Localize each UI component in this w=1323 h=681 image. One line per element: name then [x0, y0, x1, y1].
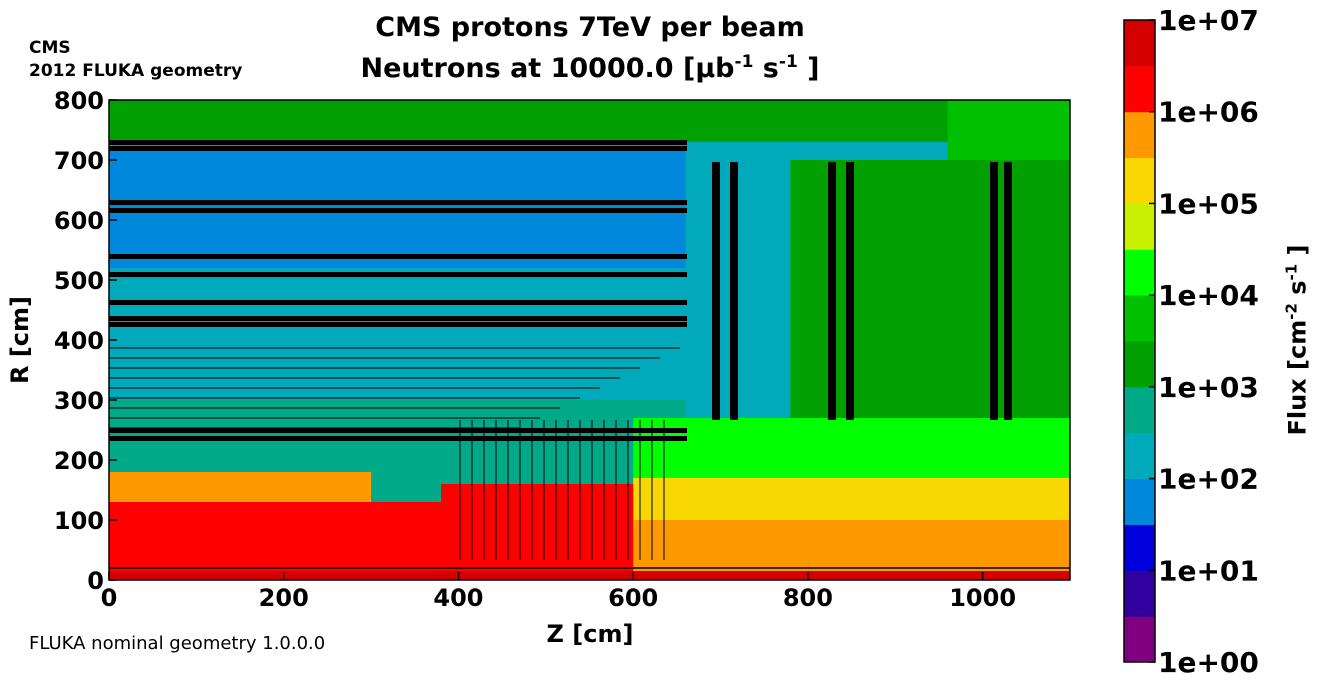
colorbar-segment: [1124, 203, 1155, 250]
colorbar-label-mid: s: [1283, 280, 1312, 304]
colorbar-segment: [1124, 157, 1155, 204]
colorbar-label-exp1: -2: [1282, 303, 1301, 320]
y-tick-label: 100: [54, 507, 104, 535]
colorbar-frame: [1123, 19, 1156, 663]
subtitle-exp1: -1: [734, 52, 754, 72]
endcap-disk: [730, 162, 738, 420]
yoke-layer: [109, 428, 687, 433]
yoke-layer: [109, 140, 687, 145]
geometry-note: 2012 FLUKA geometry: [29, 61, 243, 81]
colorbar-tick-label: 1e+06: [1158, 96, 1259, 129]
x-tick-label: 200: [259, 584, 309, 612]
colorbar-segment: [1124, 111, 1155, 159]
colorbar-tick-label: 1e+04: [1158, 279, 1259, 312]
colorbar-segment: [1124, 616, 1155, 663]
colorbar-tick-label: 1e+00: [1158, 646, 1259, 679]
heatmap-region-forward-beamline: [633, 520, 1070, 580]
colorbar-segment: [1124, 386, 1155, 434]
yoke-layer: [109, 322, 687, 327]
heatmap-region-forward-upper: [790, 160, 1070, 460]
yoke-layer: [109, 254, 687, 259]
yoke-layer: [109, 146, 687, 151]
detector-outlines: [109, 140, 1070, 569]
experiment-label: CMS: [29, 38, 71, 58]
footer-version: FLUKA nominal geometry 1.0.0.0: [29, 633, 326, 654]
colorbar-tick-label: 1e+05: [1158, 187, 1259, 220]
yoke-layer: [109, 316, 687, 321]
y-axis-label: R [cm]: [6, 295, 34, 385]
colorbar-label-prefix: Flux [cm: [1283, 319, 1312, 436]
colorbar-label-exp2: -1: [1282, 263, 1301, 281]
colorbar-tick-label: 1e+01: [1158, 554, 1259, 587]
endcap-disk: [712, 162, 720, 420]
x-tick-label: 800: [783, 584, 833, 612]
heatmap-region-inner-detector: [109, 502, 441, 580]
y-tick-label: 700: [54, 147, 104, 175]
heatmap-region-outer-cavern: [109, 100, 1070, 142]
colorbar-tick-label: 1e+07: [1158, 4, 1259, 37]
y-tick-label: 500: [54, 267, 104, 295]
colorbar-tick-label: 1e+03: [1158, 371, 1259, 404]
subtitle-mid: s: [753, 53, 779, 84]
heatmap-region-beampipe: [109, 571, 1070, 580]
endcap-disk: [846, 162, 854, 420]
endcap-disk: [990, 162, 998, 420]
colorbar-segment: [1124, 295, 1155, 342]
colorbar: 1e+00 1e+01 1e+02 1e+03 1e+04 1e+05 1e+06 1e+07: [1123, 4, 1259, 679]
yoke-layer: [109, 208, 687, 213]
yoke-layer: [109, 272, 687, 277]
colorbar-segment: [1124, 249, 1155, 296]
endcap-disk: [828, 162, 836, 420]
subtitle-unit: μb: [695, 53, 735, 84]
x-tick-label: 400: [433, 584, 483, 612]
heatmap-region-endcap-hot: [440, 484, 634, 580]
x-tick-label: 600: [608, 584, 658, 612]
colorbar-segment: [1124, 341, 1155, 388]
subtitle-exp2: -1: [778, 52, 798, 72]
yoke-layer: [109, 300, 687, 305]
y-tick-label: 0: [87, 567, 104, 595]
yoke-layer: [109, 200, 687, 205]
y-tick-label: 200: [54, 447, 104, 475]
chart-title: CMS protons 7TeV per beam: [375, 12, 805, 43]
colorbar-segment: [1124, 524, 1155, 571]
x-axis-label: Z [cm]: [546, 620, 634, 648]
colorbar-segment: [1124, 65, 1155, 113]
y-tick-label: 800: [54, 87, 104, 115]
colorbar-segment: [1124, 478, 1155, 525]
subtitle-prefix: Neutrons at 10000.0 [: [360, 53, 696, 84]
colorbar-segment: [1124, 20, 1155, 67]
plot-area: [109, 100, 1070, 580]
y-tick-label: 300: [54, 387, 104, 415]
subtitle-suffix: ]: [797, 53, 820, 84]
colorbar-label-suffix: ]: [1283, 244, 1312, 264]
endcap-disk: [1004, 162, 1012, 420]
x-tick-label: 0: [101, 584, 118, 612]
y-axis: 0 100 200 300 400 500 600 700 800: [54, 87, 117, 595]
y-tick-label: 400: [54, 327, 104, 355]
colorbar-tick-label: 1e+02: [1158, 463, 1259, 496]
colorbar-segment: [1124, 570, 1155, 617]
colorbar-segment: [1124, 432, 1155, 480]
x-axis: 0 200 400 600 800 1000: [101, 572, 1016, 612]
y-tick-label: 600: [54, 207, 104, 235]
colorbar-label: Flux [cm-2 s-1 ]: [1283, 244, 1312, 435]
x-tick-label: 1000: [949, 584, 1016, 612]
chart-subtitle: Neutrons at 10000.0 [μb-1 s-1 ]: [360, 52, 819, 84]
